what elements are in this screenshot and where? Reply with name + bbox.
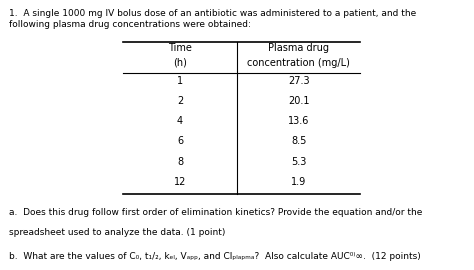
Text: 12: 12 — [174, 177, 186, 187]
Text: 5.3: 5.3 — [291, 157, 306, 167]
Text: 8.5: 8.5 — [291, 136, 306, 146]
Text: 6: 6 — [177, 136, 183, 146]
Text: (h): (h) — [173, 58, 187, 68]
Text: 2: 2 — [177, 96, 183, 106]
Text: 27.3: 27.3 — [288, 76, 310, 86]
Text: 8: 8 — [177, 157, 183, 167]
Text: Time: Time — [168, 43, 192, 53]
Text: a.  Does this drug follow first order of elimination kinetics? Provide the equat: a. Does this drug follow first order of … — [9, 208, 422, 217]
Text: 13.6: 13.6 — [288, 116, 310, 126]
Text: 1: 1 — [177, 76, 183, 86]
Text: concentration (mg/L): concentration (mg/L) — [247, 58, 350, 68]
Text: following plasma drug concentrations were obtained:: following plasma drug concentrations wer… — [9, 20, 250, 29]
Text: b.  What are the values of C₀, t₁/₂, kₑₗ, Vₐₚₚ, and Clₚₗₐₚₘₐ?  Also calculate AU: b. What are the values of C₀, t₁/₂, kₑₗ,… — [9, 252, 420, 261]
Text: 4: 4 — [177, 116, 183, 126]
Text: 1.  A single 1000 mg IV bolus dose of an antibiotic was administered to a patien: 1. A single 1000 mg IV bolus dose of an … — [9, 9, 416, 18]
Text: 1.9: 1.9 — [291, 177, 306, 187]
Text: spreadsheet used to analyze the data. (1 point): spreadsheet used to analyze the data. (1… — [9, 228, 225, 237]
Text: Plasma drug: Plasma drug — [268, 43, 329, 53]
Text: 20.1: 20.1 — [288, 96, 310, 106]
